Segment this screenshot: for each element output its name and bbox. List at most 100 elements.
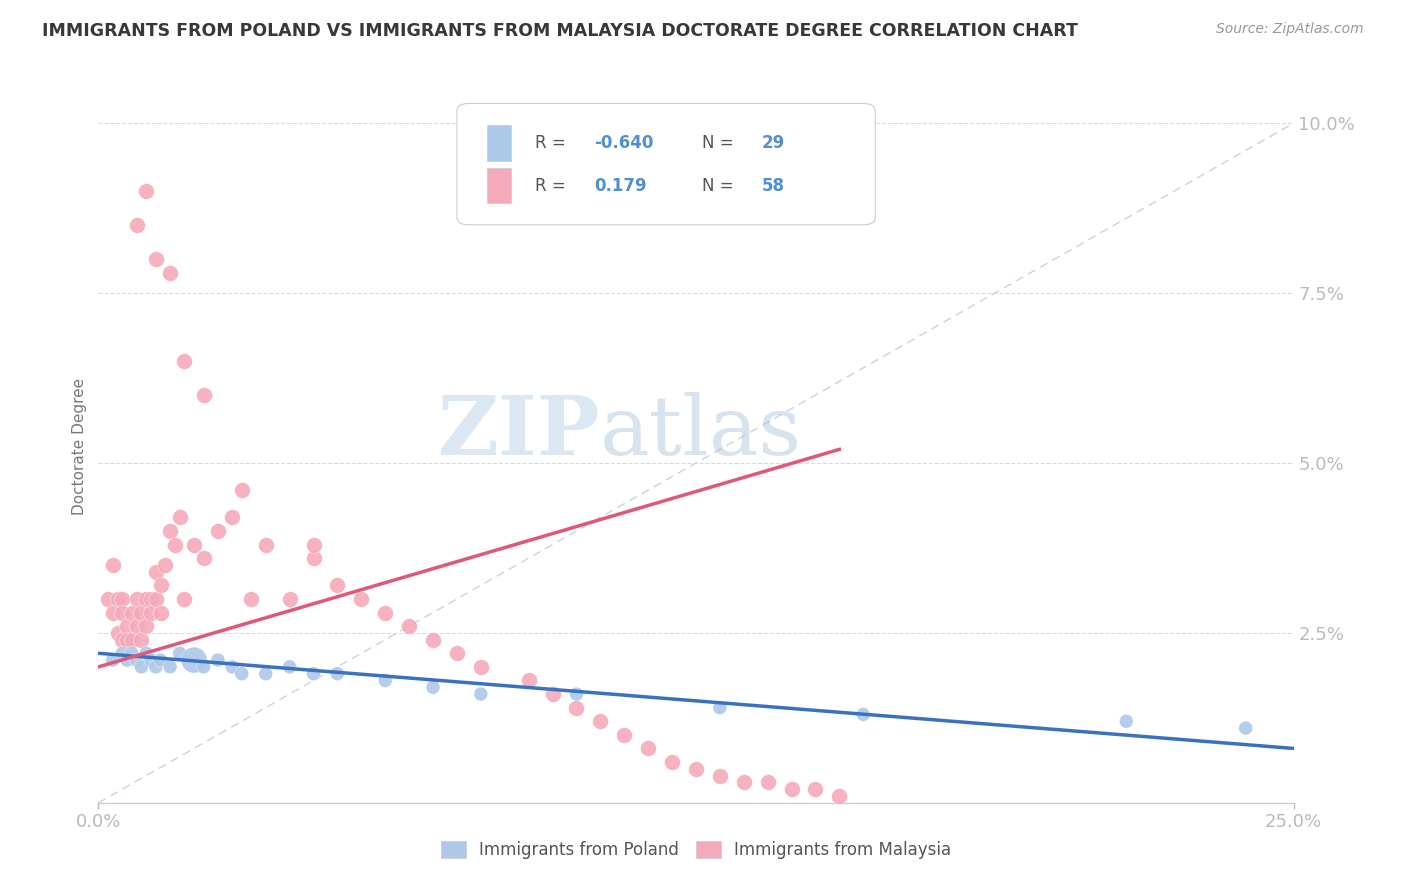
Point bbox=[374, 606, 396, 620]
Text: atlas: atlas bbox=[600, 392, 803, 472]
Text: 0.179: 0.179 bbox=[595, 177, 647, 194]
Point bbox=[470, 660, 492, 674]
Point bbox=[326, 578, 349, 592]
Y-axis label: Doctorate Degree: Doctorate Degree bbox=[72, 377, 87, 515]
Point bbox=[207, 524, 229, 538]
Point bbox=[169, 510, 191, 524]
Point bbox=[173, 591, 195, 606]
Point bbox=[107, 591, 129, 606]
Point bbox=[828, 789, 851, 803]
Text: IMMIGRANTS FROM POLAND VS IMMIGRANTS FROM MALAYSIA DOCTORATE DEGREE CORRELATION : IMMIGRANTS FROM POLAND VS IMMIGRANTS FRO… bbox=[42, 22, 1078, 40]
Point bbox=[231, 666, 253, 681]
Point bbox=[135, 646, 157, 660]
Point bbox=[145, 591, 167, 606]
Point bbox=[589, 714, 612, 729]
Point bbox=[374, 673, 396, 688]
Point bbox=[804, 782, 827, 797]
Point bbox=[422, 680, 444, 694]
Point bbox=[221, 660, 243, 674]
Point bbox=[350, 591, 373, 606]
Point bbox=[173, 354, 195, 368]
Point bbox=[661, 755, 683, 769]
Point bbox=[115, 653, 138, 667]
Point bbox=[541, 687, 564, 701]
Point bbox=[278, 660, 301, 674]
Point bbox=[254, 537, 277, 551]
Text: -0.640: -0.640 bbox=[595, 134, 654, 152]
Point bbox=[398, 619, 420, 633]
Point bbox=[159, 524, 181, 538]
Bar bbox=[486, 168, 510, 203]
Point bbox=[131, 606, 153, 620]
Point bbox=[1115, 714, 1137, 729]
Point bbox=[565, 687, 588, 701]
Point bbox=[637, 741, 659, 756]
Text: ZIP: ZIP bbox=[437, 392, 600, 472]
Point bbox=[326, 666, 349, 681]
Bar bbox=[486, 125, 510, 161]
Text: R =: R = bbox=[534, 134, 571, 152]
Point bbox=[1234, 721, 1257, 735]
Point bbox=[101, 558, 124, 572]
Text: Source: ZipAtlas.com: Source: ZipAtlas.com bbox=[1216, 22, 1364, 37]
Point bbox=[125, 653, 148, 667]
Point bbox=[169, 646, 191, 660]
Point bbox=[121, 632, 143, 647]
Point bbox=[101, 606, 124, 620]
Point bbox=[709, 769, 731, 783]
Point bbox=[131, 660, 153, 674]
Point bbox=[111, 591, 134, 606]
Point bbox=[107, 626, 129, 640]
Text: N =: N = bbox=[702, 177, 738, 194]
Point bbox=[121, 646, 143, 660]
Point bbox=[278, 591, 301, 606]
Point bbox=[193, 551, 215, 566]
Point bbox=[733, 775, 755, 789]
Point bbox=[115, 632, 138, 647]
Point bbox=[149, 578, 172, 592]
Point bbox=[685, 762, 707, 776]
Point bbox=[193, 388, 215, 402]
Point bbox=[115, 619, 138, 633]
Point bbox=[183, 653, 205, 667]
Point bbox=[97, 591, 120, 606]
Point bbox=[145, 565, 167, 579]
Point bbox=[446, 646, 468, 660]
Point bbox=[139, 653, 162, 667]
Point bbox=[111, 606, 134, 620]
Point bbox=[145, 660, 167, 674]
Point bbox=[139, 606, 162, 620]
Point bbox=[139, 591, 162, 606]
Point bbox=[302, 551, 325, 566]
Point bbox=[125, 591, 148, 606]
Text: 58: 58 bbox=[762, 177, 785, 194]
Point bbox=[231, 483, 253, 498]
Point bbox=[565, 700, 588, 714]
Point bbox=[756, 775, 779, 789]
Point bbox=[149, 653, 172, 667]
Point bbox=[193, 660, 215, 674]
Point bbox=[135, 619, 157, 633]
Point bbox=[302, 537, 325, 551]
Text: N =: N = bbox=[702, 134, 738, 152]
Point bbox=[159, 266, 181, 280]
Point bbox=[302, 666, 325, 681]
Text: R =: R = bbox=[534, 177, 571, 194]
Point bbox=[135, 184, 157, 198]
Point bbox=[125, 619, 148, 633]
Point bbox=[470, 687, 492, 701]
Point bbox=[221, 510, 243, 524]
Point bbox=[149, 606, 172, 620]
Text: 29: 29 bbox=[762, 134, 785, 152]
Point bbox=[101, 653, 124, 667]
Point bbox=[780, 782, 803, 797]
Point bbox=[852, 707, 875, 722]
Point bbox=[125, 218, 148, 232]
Point bbox=[155, 558, 177, 572]
Point bbox=[145, 252, 167, 266]
Point bbox=[111, 646, 134, 660]
FancyBboxPatch shape bbox=[457, 103, 876, 225]
Point bbox=[517, 673, 540, 688]
Point bbox=[183, 537, 205, 551]
Point bbox=[254, 666, 277, 681]
